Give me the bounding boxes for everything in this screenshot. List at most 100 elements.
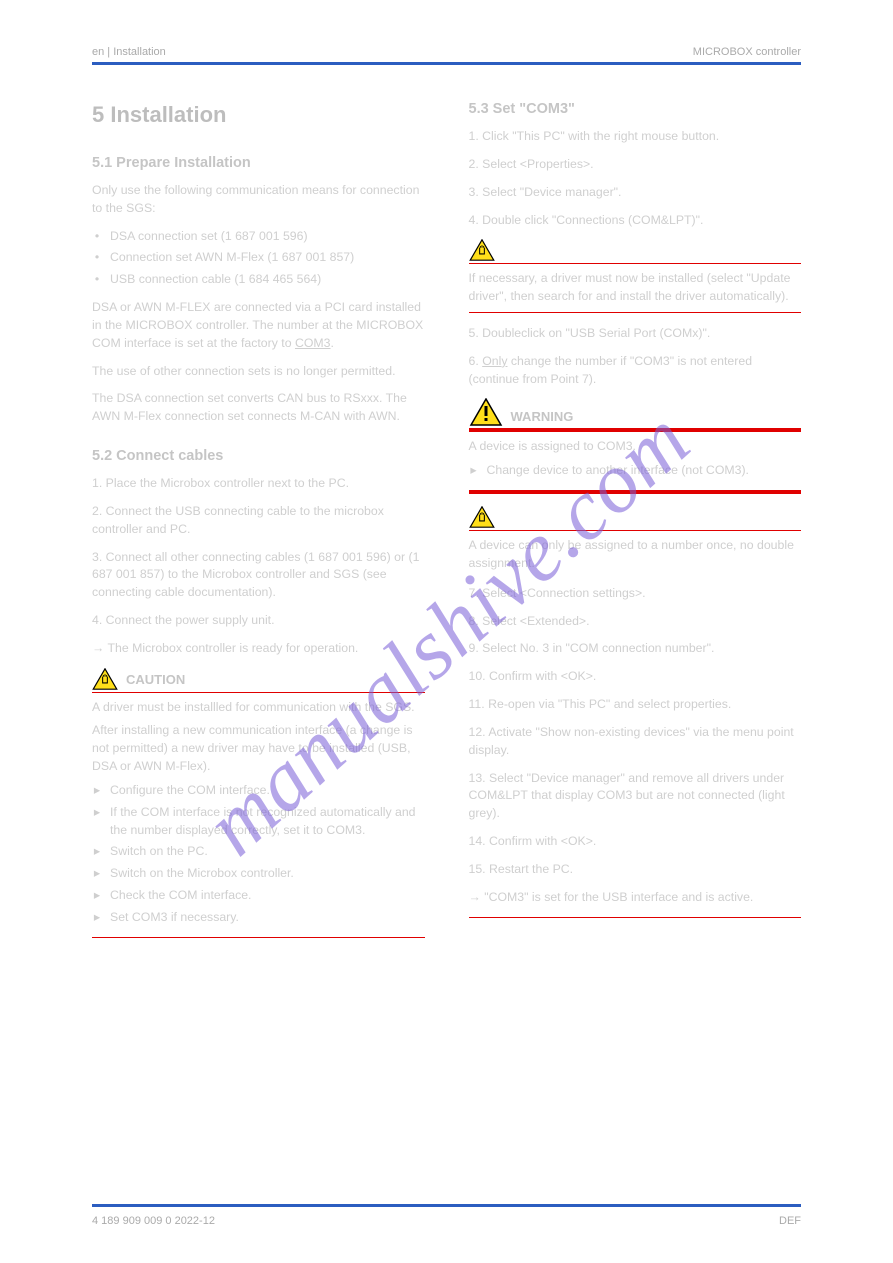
ordered-item-span: 6. bbox=[469, 354, 483, 368]
ordered-item: 14. Confirm with <OK>. bbox=[469, 833, 802, 851]
chevron-icon: ▸ bbox=[92, 909, 102, 927]
admonition-rule-thick bbox=[469, 428, 802, 432]
list-item: ▸ Switch on the Microbox controller. bbox=[92, 865, 425, 883]
list-item: • USB connection cable (1 684 465 564) bbox=[92, 271, 425, 289]
ordered-item: 1. Click "This PC" with the right mouse … bbox=[469, 128, 802, 146]
ordered-item: 4. Double click "Connections (COM&LPT)". bbox=[469, 212, 802, 230]
list-item-text: Connection set AWN M-Flex (1 687 001 857… bbox=[110, 249, 354, 267]
chevron-icon: ▸ bbox=[469, 462, 479, 480]
admonition-text: A device can only be assigned to a numbe… bbox=[469, 537, 802, 573]
admonition-text: After installing a new communication int… bbox=[92, 722, 425, 775]
list-item: ▸ Set COM3 if necessary. bbox=[92, 909, 425, 927]
manual-page: manualshive.com en | Installation MICROB… bbox=[0, 0, 893, 1263]
result-line: → The Microbox controller is ready for o… bbox=[92, 640, 425, 658]
list-item: ▸ Change device to another interface (not… bbox=[469, 462, 802, 480]
ordered-item: 15. Restart the PC. bbox=[469, 861, 802, 879]
admonition-label: CAUTION bbox=[126, 671, 185, 690]
result-line: → "COM3" is set for the USB interface an… bbox=[469, 889, 802, 907]
list-item: • Connection set AWN M-Flex (1 687 001 85… bbox=[92, 249, 425, 267]
subsection-heading-5-2: 5.2 Connect cables bbox=[92, 446, 425, 467]
ordered-item: 11. Re-open via "This PC" and select pro… bbox=[469, 696, 802, 714]
admonition-body: A device can only be assigned to a numbe… bbox=[469, 537, 802, 573]
admonition-rule bbox=[469, 530, 802, 531]
ordered-item: 9. Select No. 3 in "COM connection numbe… bbox=[469, 640, 802, 658]
admonition-head bbox=[469, 239, 802, 261]
body-text: The use of other connection sets is no l… bbox=[92, 363, 425, 381]
ordered-item: 3. Connect all other connecting cables (… bbox=[92, 549, 425, 602]
body-text: The DSA connection set converts CAN bus … bbox=[92, 390, 425, 426]
section-heading: 5 Installation bbox=[92, 99, 425, 131]
list-item-text: Check the COM interface. bbox=[110, 887, 251, 905]
ordered-item: 2. Connect the USB connecting cable to t… bbox=[92, 503, 425, 539]
end-rule bbox=[469, 917, 802, 918]
ordered-item: 1. Place the Microbox controller next to… bbox=[92, 475, 425, 493]
footer-rule bbox=[92, 1204, 801, 1207]
admonition-text: A device is assigned to COM3. bbox=[469, 438, 802, 456]
header-left: en | Installation bbox=[92, 46, 166, 58]
admonition-body: A device is assigned to COM3. ▸ Change de… bbox=[469, 438, 802, 480]
bullet-icon: • bbox=[92, 249, 102, 267]
bullet-icon: • bbox=[92, 271, 102, 289]
chevron-icon: ▸ bbox=[92, 887, 102, 905]
admonition-rule bbox=[92, 692, 425, 693]
admonition-text: A driver must be installled for communic… bbox=[92, 699, 425, 717]
chevron-icon: ▸ bbox=[92, 865, 102, 883]
page-footer: 4 189 909 009 0 2022-12 DEF bbox=[92, 1215, 801, 1227]
left-column: 5 Installation 5.1 Prepare Installation … bbox=[92, 99, 425, 950]
ordered-item: 12. Activate "Show non-existing devices"… bbox=[469, 724, 802, 760]
chevron-icon: ▸ bbox=[92, 782, 102, 800]
subsection-heading-5-1: 5.1 Prepare Installation bbox=[92, 153, 425, 174]
admonition-rule bbox=[469, 312, 802, 313]
ordered-item: 13. Select "Device manager" and remove a… bbox=[469, 770, 802, 823]
ordered-item: 4. Connect the power supply unit. bbox=[92, 612, 425, 630]
header-right: MICROBOX controller bbox=[693, 46, 801, 58]
ordered-item: 5. Doubleclick on "USB Serial Port (COMx… bbox=[469, 325, 802, 343]
body-text: Only use the following communication mea… bbox=[92, 182, 425, 218]
admonition-body: If necessary, a driver must now be insta… bbox=[469, 270, 802, 306]
result-text: "COM3" is set for the USB interface and … bbox=[484, 890, 753, 904]
body-text-span: . bbox=[331, 336, 334, 350]
caution-hand-icon bbox=[92, 668, 118, 690]
list-item: ▸ Configure the COM interface. bbox=[92, 782, 425, 800]
content-columns: 5 Installation 5.1 Prepare Installation … bbox=[92, 99, 801, 950]
list-item: ▸ Switch on the PC. bbox=[92, 843, 425, 861]
chevron-icon: ▸ bbox=[92, 804, 102, 840]
chevron-icon: ▸ bbox=[92, 843, 102, 861]
list-item-text: Switch on the Microbox controller. bbox=[110, 865, 294, 883]
list-item-text: Switch on the PC. bbox=[110, 843, 208, 861]
admonition-rule bbox=[92, 937, 425, 938]
list-item: ▸ Check the COM interface. bbox=[92, 887, 425, 905]
bullet-list: • DSA connection set (1 687 001 596) • Con… bbox=[92, 228, 425, 289]
admonition-label: WARNING bbox=[511, 408, 574, 427]
list-item-text: Set COM3 if necessary. bbox=[110, 909, 239, 927]
list-item-text: DSA connection set (1 687 001 596) bbox=[110, 228, 308, 246]
bullet-icon: • bbox=[92, 228, 102, 246]
underlined-text: Only bbox=[482, 354, 507, 368]
note-admonition: A device can only be assigned to a numbe… bbox=[469, 506, 802, 573]
ordered-item: 8. Select <Extended>. bbox=[469, 613, 802, 631]
caution-hand-icon bbox=[469, 239, 495, 261]
ordered-item: 3. Select "Device manager". bbox=[469, 184, 802, 202]
list-item: ▸If the COM interface is not recognized … bbox=[92, 804, 425, 840]
result-text: The Microbox controller is ready for ope… bbox=[108, 641, 359, 655]
body-text: DSA or AWN M-FLEX are connected via a PC… bbox=[92, 299, 425, 352]
caution-hand-icon bbox=[469, 506, 495, 528]
list-item-text: If the COM interface is not recognized a… bbox=[110, 804, 425, 840]
arrow-icon: → bbox=[92, 641, 104, 655]
admonition-head: CAUTION bbox=[92, 668, 425, 690]
ordered-item-span: change the number if "COM3" is not enter… bbox=[469, 354, 753, 386]
ordered-item: 7. Select <Connection settings>. bbox=[469, 585, 802, 603]
admonition-body: A driver must be installled for communic… bbox=[92, 699, 425, 927]
list-item: • DSA connection set (1 687 001 596) bbox=[92, 228, 425, 246]
right-column: 5.3 Set "COM3" 1. Click "This PC" with t… bbox=[469, 99, 802, 950]
admonition-head: WARNING bbox=[469, 398, 802, 426]
list-item-text: Configure the COM interface. bbox=[110, 782, 270, 800]
list-item-text: USB connection cable (1 684 465 564) bbox=[110, 271, 321, 289]
ordered-item: 2. Select <Properties>. bbox=[469, 156, 802, 174]
body-text-span: DSA or AWN M-FLEX are connected via a PC… bbox=[92, 300, 423, 350]
caution-admonition: CAUTION A driver must be installled for … bbox=[92, 668, 425, 938]
list-item-text: Change device to another interface (not … bbox=[487, 462, 749, 480]
ordered-item: 10. Confirm with <OK>. bbox=[469, 668, 802, 686]
arrow-icon: → bbox=[469, 890, 481, 904]
note-admonition: If necessary, a driver must now be insta… bbox=[469, 239, 802, 313]
